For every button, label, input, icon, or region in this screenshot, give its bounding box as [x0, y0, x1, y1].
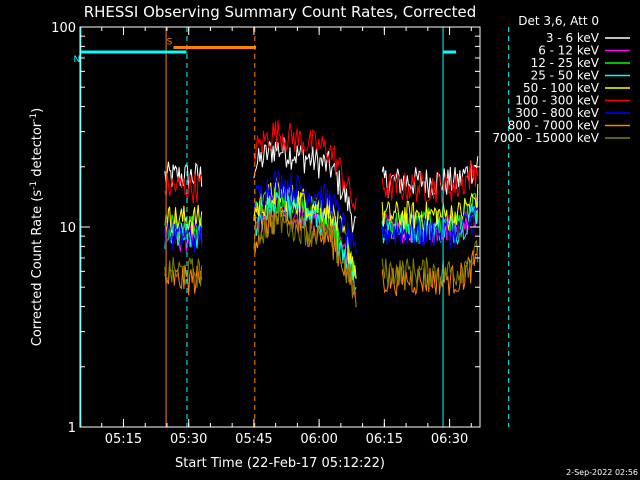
- x-tick-label: 05:45: [235, 432, 272, 447]
- series-trace-9-segment-1: [164, 257, 203, 288]
- y-axis-label-sup1: -1: [29, 181, 39, 190]
- footer-date: 2-Sep-2022 02:56: [566, 468, 638, 477]
- legend-label-5: 50 - 100 keV: [523, 81, 600, 95]
- series-trace-6-segment-2: [253, 120, 357, 211]
- axes: 05:15 05:30 05:45 06:00 06:15 06:30 1 10 100: [51, 21, 481, 447]
- y-tick-label: 10: [59, 221, 76, 236]
- y-tick-label: 100: [51, 21, 76, 36]
- y-tick-label: 1: [68, 421, 76, 436]
- x-tick-label: 06:15: [366, 432, 403, 447]
- series-trace-7-segment-3: [381, 205, 479, 249]
- series-trace-9-segment-2: [253, 206, 357, 306]
- legend-label-8: 800 - 7000 keV: [508, 119, 600, 133]
- series-trace-8-segment-3: [381, 247, 479, 297]
- y-axis-label-sup2: -1: [29, 113, 39, 122]
- overlay-label-2: N: [74, 55, 81, 65]
- series-trace-7-segment-1: [164, 222, 203, 254]
- x-tick-label: 06:00: [300, 432, 337, 447]
- series-trace-5-segment-1: [164, 204, 203, 237]
- y-axis-label-part2: detector: [30, 121, 45, 181]
- legend-label-4: 25 - 50 keV: [531, 69, 600, 83]
- x-tick-label: 05:30: [170, 432, 207, 447]
- x-axis-label: Start Time (22-Feb-17 05:12:22): [175, 456, 385, 471]
- series-trace-7-segment-2: [253, 169, 357, 254]
- x-tick-label: 05:15: [105, 432, 142, 447]
- legend-label-2: 6 - 12 keV: [538, 44, 600, 58]
- chart-title: RHESSI Observing Summary Count Rates, Co…: [84, 3, 477, 21]
- series-trace-8-segment-2: [253, 205, 357, 308]
- legend-label-9: 7000 - 15000 keV: [492, 131, 599, 145]
- legend-label-3: 12 - 25 keV: [531, 56, 600, 70]
- y-axis-label: Corrected Count Rate (s-1 detector-1): [29, 108, 45, 346]
- legend-label-7: 300 - 800 keV: [515, 106, 599, 120]
- series-trace-9-segment-3: [381, 239, 479, 288]
- legend-label-1: 3 - 6 keV: [546, 31, 600, 45]
- series-trace-1-segment-1: [164, 161, 203, 190]
- y-axis-label-part1: Corrected Count Rate (s: [30, 190, 45, 347]
- overlay-label-1: S: [167, 37, 173, 47]
- series-trace-6-segment-3: [381, 160, 479, 204]
- legend-title: Det 3,6, Att 0: [518, 14, 599, 28]
- series-trace-5-segment-3: [381, 183, 479, 233]
- legend-label-6: 100 - 300 keV: [515, 94, 599, 108]
- series-trace-6-segment-1: [164, 173, 203, 204]
- x-tick-label: 06:30: [431, 432, 468, 447]
- y-axis-label-part3: ): [30, 108, 45, 113]
